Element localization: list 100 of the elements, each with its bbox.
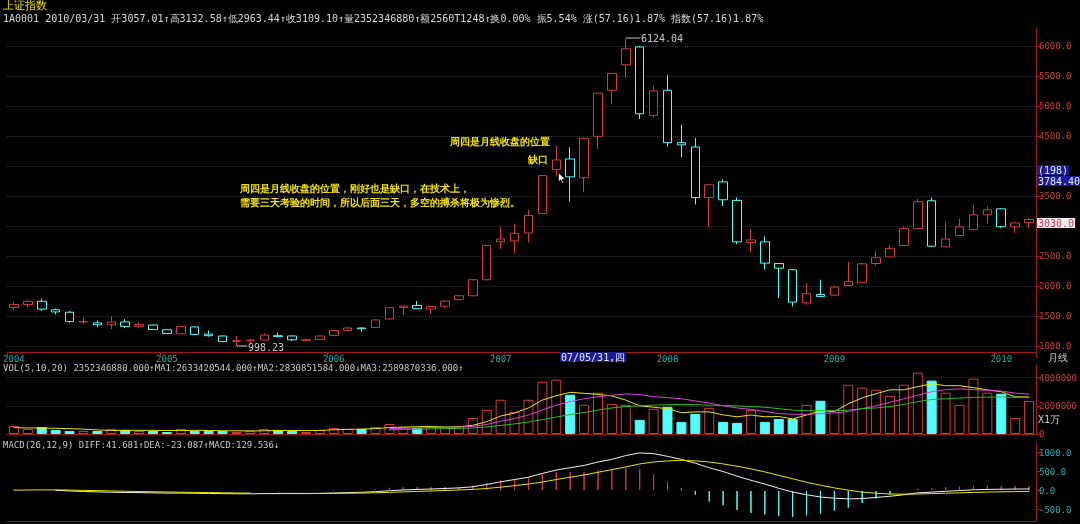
annotation: 998.23 xyxy=(248,341,285,353)
candlestick xyxy=(107,315,116,330)
candlestick xyxy=(176,325,186,335)
chart-title: 上证指数 xyxy=(3,0,47,12)
candlestick xyxy=(593,92,603,150)
y-tick-label: 0.0 xyxy=(1039,485,1056,496)
y-tick-label: 3500.0 xyxy=(1039,191,1072,201)
candlestick xyxy=(677,124,686,158)
bar xyxy=(634,419,645,434)
candlestick xyxy=(204,329,213,338)
text: X1万 xyxy=(1038,413,1061,425)
line-series xyxy=(388,396,1030,431)
bar xyxy=(996,393,1007,434)
bar xyxy=(732,422,743,434)
bar xyxy=(815,400,826,434)
bar xyxy=(898,384,909,434)
bar xyxy=(982,392,993,434)
bar xyxy=(620,404,631,434)
y-tick-label: 1500.0 xyxy=(1039,311,1072,321)
candlestick xyxy=(51,308,60,315)
bar xyxy=(968,378,979,434)
annotation: 07/05/31,四 xyxy=(561,351,626,363)
bar xyxy=(537,381,548,434)
x-tick-label: 2006 xyxy=(322,353,345,364)
candlestick xyxy=(983,205,992,225)
y-tick-label: 4500.0 xyxy=(1039,131,1072,141)
annotation: 周四是月线收盘的位置，刚好也是缺口，在技术上， xyxy=(239,182,470,194)
chart-title: VOL(5,10,20) 2352346880.000↑MA1:2633420544.000↑MA2:2830851584.000↓MA3:2589870336.000↑ xyxy=(3,362,464,373)
text: 3030.0 xyxy=(1038,217,1075,229)
y-tick-label: 1000.0 xyxy=(1039,341,1072,351)
y-tick-label: 2000.0 xyxy=(1039,281,1072,291)
candlestick xyxy=(732,197,742,245)
candlestick xyxy=(621,38,631,79)
candlestick xyxy=(93,319,102,328)
candlestick xyxy=(524,209,533,243)
candlestick xyxy=(774,263,784,299)
bar xyxy=(1010,417,1021,434)
x-tick-label: 2008 xyxy=(656,353,679,364)
y-tick-label: 6000.0 xyxy=(1039,41,1072,51)
bar xyxy=(884,395,895,434)
candlestick xyxy=(357,326,366,333)
y-tick-label: 2500.0 xyxy=(1039,251,1072,261)
candlestick xyxy=(79,317,88,325)
bar xyxy=(940,392,951,434)
candlestick xyxy=(440,300,450,309)
bar xyxy=(592,392,603,434)
candlestick xyxy=(510,223,519,254)
candlestick xyxy=(1024,217,1034,229)
candlestick xyxy=(371,319,380,329)
candlestick xyxy=(607,72,617,105)
candlestick xyxy=(704,184,714,228)
candlestick xyxy=(1010,221,1020,234)
candlestick xyxy=(134,321,144,329)
chart-subtitle: 1A0001 2010/03/31 开3057.01↑高3132.58↑低2963.44↑收3109.10↑量2352346880↑额2560T1248↑换0.00% 振5.54% 涨(57.16)1.87% 指数(57.16)1.87% xyxy=(3,12,764,24)
candlestick xyxy=(162,328,172,335)
bar xyxy=(1024,400,1035,434)
candlestick xyxy=(315,335,325,341)
candlestick xyxy=(482,244,491,281)
candlestick xyxy=(37,297,47,312)
candlestick xyxy=(399,305,408,316)
candlestick xyxy=(496,226,505,250)
y-tick-label: 500.0 xyxy=(1039,466,1067,477)
candlestick xyxy=(913,198,923,230)
candlestick xyxy=(996,207,1006,229)
candlestick xyxy=(746,228,756,253)
candlestick xyxy=(412,300,422,310)
candlestick xyxy=(816,279,825,297)
bar xyxy=(773,418,784,434)
candlestick xyxy=(760,236,770,270)
y-tick-label: 5000.0 xyxy=(1039,101,1072,111)
candlestick xyxy=(218,335,227,343)
candlestick xyxy=(830,285,839,296)
candlestick xyxy=(287,334,297,342)
annotation: 周四是月线收盘的位置 xyxy=(449,135,550,147)
bar xyxy=(871,389,882,434)
candlestick xyxy=(969,204,978,231)
candlestick xyxy=(579,137,589,193)
bar xyxy=(606,403,617,434)
bar xyxy=(690,413,701,434)
candlestick xyxy=(788,269,797,307)
x-tick-label: 2009 xyxy=(823,353,846,364)
candlestick xyxy=(260,333,269,341)
candlestick xyxy=(301,337,311,342)
x-tick-label: 2004 xyxy=(3,353,25,364)
candlestick xyxy=(663,74,672,147)
candlestick xyxy=(718,178,728,207)
line-series xyxy=(388,388,1030,430)
annotation: 6124.04 xyxy=(641,32,684,44)
candlestick xyxy=(899,226,909,247)
candlestick xyxy=(23,299,33,308)
candlestick xyxy=(343,327,352,332)
y-tick-label: 1000.0 xyxy=(1039,447,1072,458)
candlestick xyxy=(190,326,199,336)
x-tick-label: 2005 xyxy=(156,353,178,364)
candlestick xyxy=(635,45,644,120)
y-tick-label: 5500.0 xyxy=(1039,71,1072,81)
text: (198) xyxy=(1038,164,1069,176)
bar xyxy=(718,421,729,434)
x-tick-label: 2007 xyxy=(489,353,512,364)
candlestick xyxy=(941,221,950,248)
